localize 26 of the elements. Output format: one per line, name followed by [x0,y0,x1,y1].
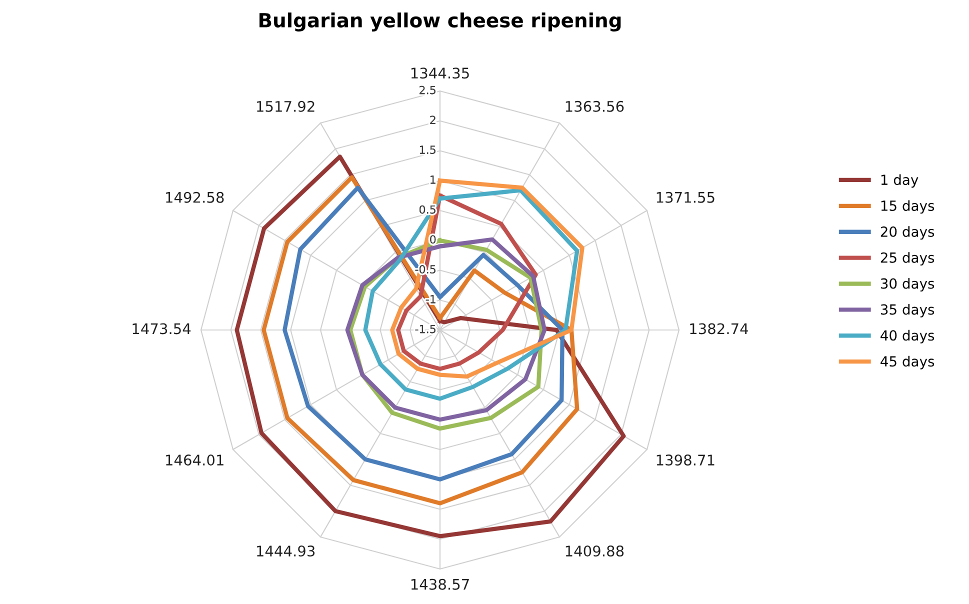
spoke-label: 1371.55 [656,192,714,203]
spoke-label: 1492.58 [166,192,224,203]
legend-label: 15 days [881,200,934,214]
y-tick-label: 2.5 [420,86,436,94]
legend-label: 40 days [880,330,934,344]
spoke-label: 1344.35 [411,68,469,79]
y-tick-label: -1.5 [415,324,436,334]
y-tick-label: 1.5 [420,146,436,154]
chart-title: Bulgarian yellow cheese ripening [260,12,621,32]
spoke-label: 1473.54 [132,323,191,334]
spoke-label: 1444.93 [257,546,315,557]
y-tick-label: 2 [430,116,436,124]
spoke-label: 1363.56 [566,100,624,112]
spoke-label: 1464.01 [166,454,224,466]
legend-label: 30 days [880,278,934,292]
legend-label: 1 day [881,174,918,188]
legend-label: 20 days [880,226,934,240]
spoke-label: 1398.71 [656,454,714,466]
spoke-label: 1409.88 [566,546,624,557]
legend-label: 45 days [880,356,934,370]
spoke-label: 1517.92 [257,100,314,112]
legend-label: 35 days [880,304,934,318]
spoke-label: 1382.74 [690,323,748,334]
y-tick-label: 1 [430,176,436,184]
legend-label: 25 days [880,252,934,266]
spoke-label: 1438.57 [411,578,469,590]
